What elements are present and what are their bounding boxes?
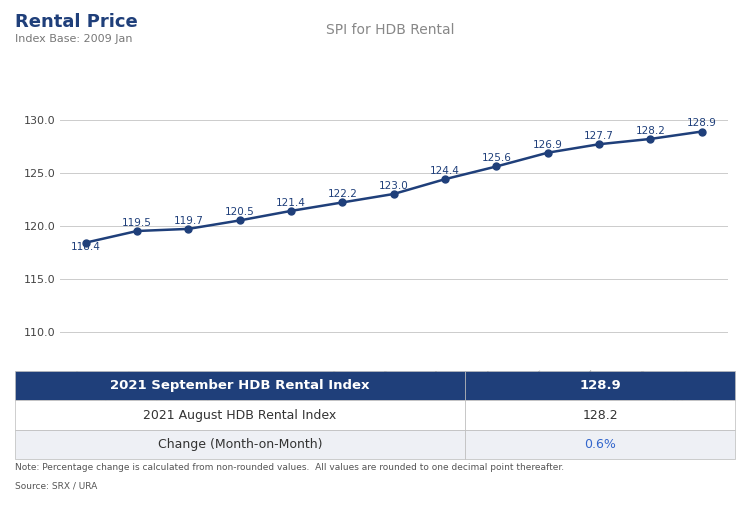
Text: 122.2: 122.2: [328, 189, 357, 199]
Text: 119.7: 119.7: [173, 216, 203, 226]
Point: [388, 190, 400, 198]
Text: 119.5: 119.5: [122, 218, 152, 228]
Text: 118.4: 118.4: [70, 242, 100, 252]
Text: 128.2: 128.2: [582, 408, 618, 422]
Text: 123.0: 123.0: [379, 181, 409, 191]
Point: [131, 227, 143, 235]
Text: Change (Month-on-Month): Change (Month-on-Month): [158, 438, 322, 451]
Text: 120.5: 120.5: [225, 207, 254, 217]
Text: 128.9: 128.9: [579, 379, 621, 392]
Point: [234, 216, 246, 225]
Point: [182, 225, 194, 233]
Text: SPI for HDB Rental: SPI for HDB Rental: [326, 23, 454, 37]
Point: [439, 175, 451, 183]
Point: [696, 127, 708, 135]
Text: 125.6: 125.6: [482, 153, 512, 163]
Point: [490, 162, 502, 171]
Point: [644, 135, 656, 143]
Text: 0.6%: 0.6%: [584, 438, 616, 451]
Text: Note: Percentage change is calculated from non-rounded values.  All values are r: Note: Percentage change is calculated fr…: [15, 463, 564, 472]
Text: 128.2: 128.2: [635, 126, 665, 136]
Text: 2021 August HDB Rental Index: 2021 August HDB Rental Index: [143, 408, 337, 422]
Text: Index Base: 2009 Jan: Index Base: 2009 Jan: [15, 34, 133, 44]
Point: [542, 148, 554, 157]
Text: 126.9: 126.9: [532, 140, 562, 149]
Text: 124.4: 124.4: [430, 166, 460, 176]
Point: [337, 198, 349, 207]
Text: 121.4: 121.4: [276, 198, 306, 208]
Text: Source: SRX / URA: Source: SRX / URA: [15, 482, 98, 490]
Text: 128.9: 128.9: [687, 118, 717, 128]
Text: 127.7: 127.7: [584, 131, 614, 141]
Text: Rental Price: Rental Price: [15, 13, 138, 31]
Point: [593, 140, 605, 148]
Point: [285, 207, 297, 215]
Point: [80, 239, 92, 247]
Text: 2021 September HDB Rental Index: 2021 September HDB Rental Index: [110, 379, 370, 392]
